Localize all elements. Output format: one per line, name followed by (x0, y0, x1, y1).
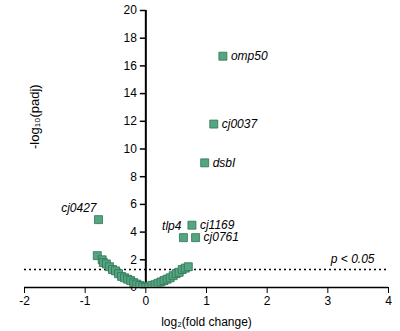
svg-text:12: 12 (123, 114, 137, 128)
svg-text:16: 16 (123, 59, 137, 73)
svg-text:10: 10 (123, 142, 137, 156)
svg-text:cj1169: cj1169 (199, 218, 235, 232)
svg-text:4: 4 (385, 294, 392, 308)
svg-text:omp50: omp50 (231, 49, 268, 63)
svg-text:18: 18 (123, 31, 137, 45)
svg-text:-2: -2 (19, 294, 30, 308)
svg-text:14: 14 (123, 86, 137, 100)
svg-text:-log₁₀(padj): -log₁₀(padj) (27, 84, 42, 149)
svg-text:dsbI: dsbI (213, 156, 236, 170)
svg-text:log₂(fold change): log₂(fold change) (161, 315, 252, 329)
svg-text:6: 6 (130, 197, 137, 211)
svg-text:20: 20 (123, 3, 137, 17)
svg-text:cj0761: cj0761 (204, 230, 239, 244)
svg-text:3: 3 (324, 294, 331, 308)
svg-text:2: 2 (264, 294, 271, 308)
svg-text:0: 0 (130, 280, 137, 295)
svg-text:2: 2 (130, 253, 137, 267)
svg-text:0: 0 (142, 294, 149, 308)
svg-text:-1: -1 (80, 294, 91, 308)
svg-text:p < 0.05: p < 0.05 (330, 252, 375, 266)
svg-text:tlp4: tlp4 (162, 219, 182, 233)
svg-text:1: 1 (203, 294, 210, 308)
svg-text:4: 4 (130, 225, 137, 239)
svg-text:cj0037: cj0037 (222, 117, 259, 131)
svg-text:cj0427: cj0427 (61, 201, 98, 215)
svg-text:8: 8 (130, 170, 137, 184)
